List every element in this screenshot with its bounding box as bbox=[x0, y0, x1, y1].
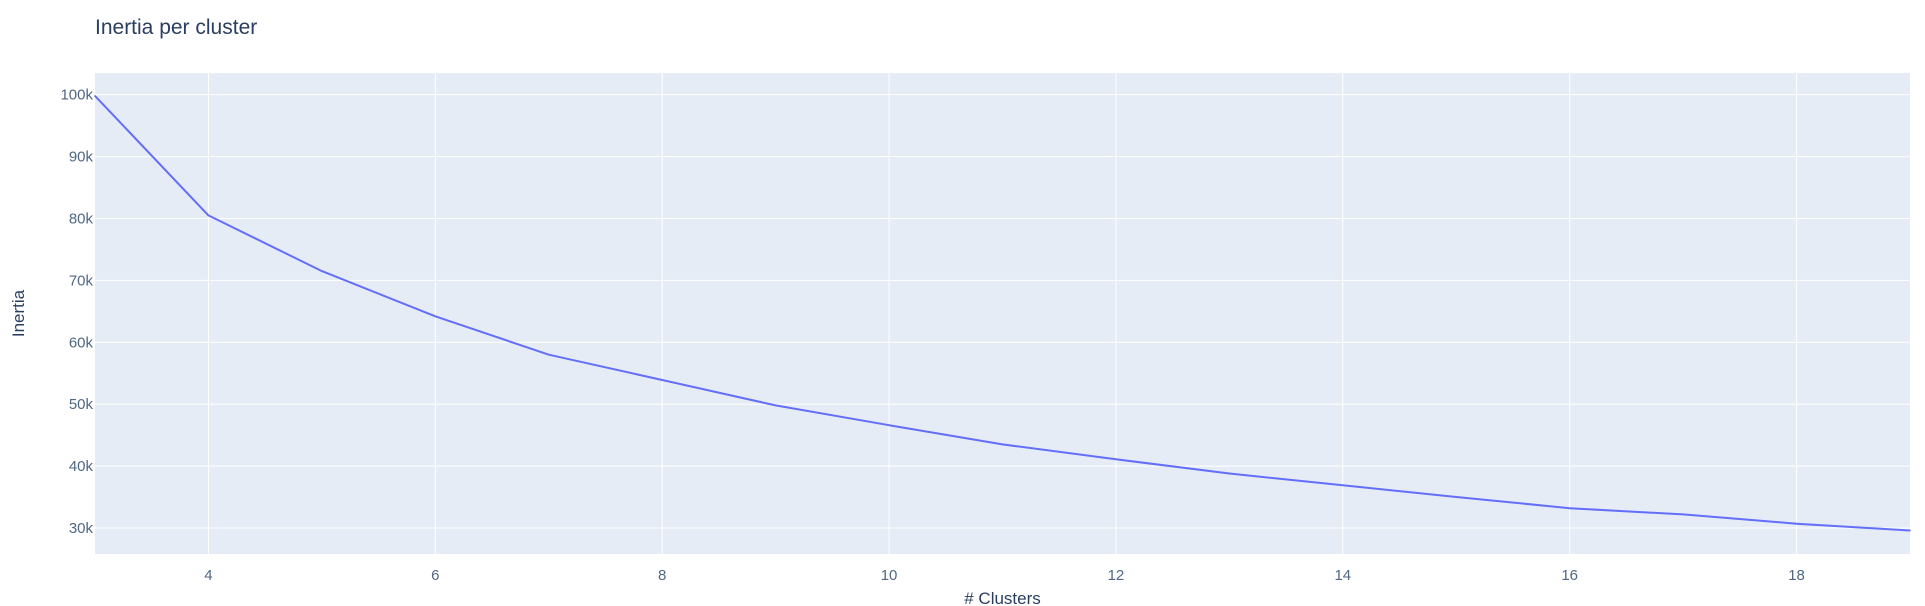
data-point bbox=[1568, 507, 1571, 509]
data-point bbox=[774, 404, 777, 407]
data-point bbox=[1228, 472, 1231, 475]
x-tick-label: 12 bbox=[1108, 567, 1125, 584]
data-point bbox=[1795, 522, 1798, 525]
x-tick-label: 16 bbox=[1561, 567, 1578, 584]
chart-title: Inertia per cluster bbox=[95, 16, 257, 39]
x-tick-label: 14 bbox=[1334, 567, 1351, 584]
series-layer bbox=[94, 95, 1911, 532]
data-point bbox=[1115, 458, 1117, 461]
data-point bbox=[1909, 529, 1911, 532]
y-tick-label: 30k bbox=[69, 520, 94, 537]
y-tick-label: 70k bbox=[69, 272, 94, 289]
y-tick-label: 50k bbox=[69, 396, 94, 413]
data-point bbox=[207, 214, 210, 217]
data-point bbox=[661, 379, 663, 381]
data-point bbox=[321, 270, 323, 272]
x-tick-label: 10 bbox=[881, 567, 898, 584]
data-point bbox=[94, 95, 96, 97]
plot-area bbox=[95, 73, 1910, 554]
x-tick-label: 6 bbox=[431, 567, 439, 584]
y-axis: 30k 40k 50k 60k 70k 80k 90k 100k bbox=[60, 87, 93, 537]
y-tick-label: 40k bbox=[69, 458, 94, 475]
data-point bbox=[1001, 443, 1004, 446]
gridlines bbox=[95, 73, 1910, 554]
y-tick-label: 100k bbox=[60, 87, 93, 104]
x-axis-title: # Clusters bbox=[964, 589, 1041, 606]
data-point bbox=[1682, 513, 1684, 516]
data-point bbox=[888, 424, 890, 427]
x-tick-label: 18 bbox=[1788, 567, 1805, 584]
x-axis: 4 6 8 10 12 14 16 18 bbox=[204, 567, 1805, 584]
data-point bbox=[1455, 496, 1458, 498]
data-point bbox=[1342, 484, 1344, 487]
data-point bbox=[547, 353, 550, 356]
y-axis-title: Inertia bbox=[9, 289, 28, 337]
y-tick-label: 60k bbox=[69, 334, 94, 351]
data-point bbox=[434, 315, 437, 318]
x-tick-label: 8 bbox=[658, 567, 666, 584]
x-tick-label: 4 bbox=[204, 567, 212, 584]
y-tick-label: 90k bbox=[69, 149, 94, 166]
y-tick-label: 80k bbox=[69, 210, 94, 227]
